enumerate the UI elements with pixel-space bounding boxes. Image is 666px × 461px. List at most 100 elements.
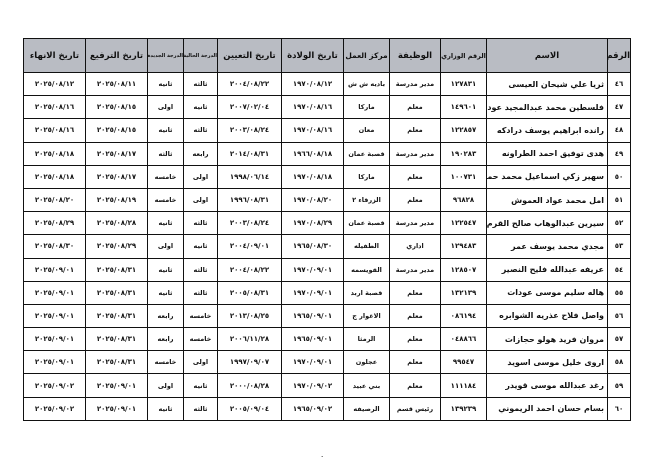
cell-end-date: ٢٠٢٥/٠٩/٠١: [23, 257, 86, 282]
cell-work-center: قصبة عمان: [343, 141, 390, 166]
cell-job: مدير مدرسة: [389, 71, 441, 97]
cell-promotion-date: ٢٠٢٥/٠٨/٣١: [85, 350, 148, 375]
cell-hire-date: ٢٠٠٤/٠٨/٢٢: [217, 257, 282, 282]
cell-ministry-no: ١٣٩٢٣٩: [440, 396, 487, 421]
cell-end-date: ٢٠٢٥/٠٨/٢٠: [23, 187, 86, 213]
cell-work-center: قصبة اربد: [343, 280, 390, 305]
cell-ministry-no: ١٢٨٥٠٧: [440, 257, 487, 282]
header-end-date: تاريخ الانهاء: [23, 38, 86, 73]
table-row: ٦٠ بسام حسان احمد الريموني ١٣٩٢٣٩ رئيس قسم ا…: [23, 396, 631, 421]
cell-job: رئيس قسم: [389, 396, 441, 421]
cell-new-grade: ثانيه: [147, 280, 184, 305]
cell-birth-date: ١٩٧٠/٠٨/١٦: [281, 95, 344, 120]
table-row: ٥٥ هاله سليم موسى عودات ١٣٢١٣٩ معلم قصبة ارب…: [23, 280, 631, 305]
cell-birth-date: ١٩٦٦/٠٨/١٨: [281, 141, 344, 166]
cell-hire-date: ٢٠١٣/٠٨/٢٥: [217, 303, 282, 329]
table-row: ٤٨ رانده ابراهيم يوسف درادكه ١٢٢٨٥٧ معلم معا…: [23, 118, 631, 143]
cell-name: بسام حسان احمد الريموني: [486, 396, 608, 421]
cell-no: ٦٠: [607, 396, 631, 421]
cell-hire-date: ٢٠٠٤/٠٨/٢٢: [217, 71, 282, 97]
cell-hire-date: ١٩٩٦/٠٨/٣١: [217, 187, 282, 213]
cell-name: واصل فلاح عذريه الشوابره: [486, 303, 608, 329]
cell-promotion-date: ٢٠٢٥/٠٨/٢٨: [85, 211, 148, 236]
table-row: ٥٨ اروى خليل موسى اسويد ٩٩٥٤٧ معلم عجلون ١٩٧٠…: [23, 350, 631, 375]
cell-hire-date: ٢٠٠٦/١١/٢٨: [217, 327, 282, 352]
cell-name: سيرين عبدالوهاب صالح القرم: [486, 211, 608, 236]
cell-ministry-no: ١٢٩٤٨٣: [440, 234, 487, 259]
cell-ministry-no: ١٩٠٢٨٣: [440, 141, 487, 166]
cell-name: سهير زكي اسماعيل محمد حمر: [486, 164, 608, 189]
cell-new-grade: ثانيه: [147, 257, 184, 282]
cell-new-grade: ثانيه: [147, 211, 184, 236]
cell-new-grade: خامسه: [147, 350, 184, 375]
cell-current-grade: خامسه: [183, 303, 218, 329]
cell-job: مدير مدرسة: [389, 211, 441, 236]
cell-birth-date: ١٩٧٠/٠٨/١٨: [281, 164, 344, 189]
cell-end-date: ٢٠٢٥/٠٩/٠١: [23, 327, 86, 352]
cell-new-grade: اولى: [147, 373, 184, 398]
cell-promotion-date: ٢٠٢٥/٠٨/١٥: [85, 118, 148, 143]
cell-work-center: بني عبيد: [343, 373, 390, 398]
header-ministry-no: الرقم الوزاري: [440, 38, 487, 73]
cell-end-date: ٢٠٢٥/٠٨/٣٠: [23, 234, 86, 259]
table-row: ٤٩ هدى توفيق احمد الطراونه ١٩٠٢٨٣ مدير مدرس…: [23, 141, 631, 166]
cell-end-date: ٢٠٢٥/٠٩/٠٢: [23, 373, 86, 398]
cell-end-date: ٢٠٢٥/٠٨/٢٩: [23, 211, 86, 236]
cell-name: مروان فريد هولو حجازات: [486, 327, 608, 352]
cell-work-center: عجلون: [343, 350, 390, 375]
cell-job: معلم: [389, 95, 441, 120]
header-job: الوظيفة: [389, 38, 441, 73]
cell-no: ٥٩: [607, 373, 631, 398]
cell-current-grade: اولى: [183, 164, 218, 189]
cell-ministry-no: ٩٩٥٤٧: [440, 350, 487, 375]
header-new-grade: الدرجة الجديدة: [147, 38, 184, 73]
cell-hire-date: ٢٠٠٤/٠٩/٠١: [217, 234, 282, 259]
cell-new-grade: ثانيه: [147, 396, 184, 421]
cell-name: هدى توفيق احمد الطراونه: [486, 141, 608, 166]
cell-work-center: القويسمه: [343, 257, 390, 282]
table-row: ٥٦ واصل فلاح عذريه الشوابره ٠٨٦١٩٤ معلم الاغ…: [23, 303, 631, 329]
cell-new-grade: خامسه: [147, 164, 184, 189]
cell-promotion-date: ٢٠٢٥/٠٨/١٧: [85, 141, 148, 166]
cell-current-grade: رابعه: [183, 141, 218, 166]
cell-end-date: ٢٠٢٥/٠٩/٠١: [23, 350, 86, 375]
header-hire-date: تاريخ التعيين: [217, 38, 282, 73]
cell-promotion-date: ٢٠٢٥/٠٩/٠١: [85, 396, 148, 421]
cell-current-grade: اولى: [183, 350, 218, 375]
cell-name: امل محمد عواد العموش: [486, 187, 608, 213]
cell-new-grade: اولى: [147, 95, 184, 120]
cell-ministry-no: ١٣٢١٣٩: [440, 280, 487, 305]
header-no: الرقم: [607, 38, 631, 73]
cell-end-date: ٢٠٢٥/٠٩/٠١: [23, 303, 86, 329]
cell-hire-date: ٢٠٠٥/٠٩/٠٤: [217, 396, 282, 421]
cell-ministry-no: ٠٤٨٨٦٦: [440, 327, 487, 352]
cell-new-grade: ثالثه: [147, 141, 184, 166]
cell-end-date: ٢٠٢٥/٠٩/٠١: [23, 280, 86, 305]
cell-work-center: باديه ش ش: [343, 71, 390, 97]
cell-current-grade: ثالثه: [183, 211, 218, 236]
cell-work-center: ماركا: [343, 95, 390, 120]
cell-hire-date: ٢٠٠٠/٠٨/٢٨: [217, 373, 282, 398]
header-birth-date: تاريخ الولادة: [281, 38, 344, 73]
cell-current-grade: ثالثه: [183, 396, 218, 421]
cell-ministry-no: ١٠٠٧٣١: [440, 164, 487, 189]
header-name: الاسم: [486, 38, 608, 73]
cell-new-grade: اولى: [147, 234, 184, 259]
cell-new-grade: رابعه: [147, 327, 184, 352]
cell-promotion-date: ٢٠٢٥/٠٨/١٧: [85, 164, 148, 189]
cell-birth-date: ١٩٦٥/٠٩/٠٢: [281, 396, 344, 421]
cell-no: ٥٨: [607, 350, 631, 375]
cell-new-grade: خامسه: [147, 187, 184, 213]
cell-job: اداري: [389, 234, 441, 259]
cell-birth-date: ١٩٦٥/٠٩/٠١: [281, 303, 344, 329]
cell-current-grade: ثانيه: [183, 95, 218, 120]
cell-promotion-date: ٢٠٢٥/٠٨/٢٩: [85, 234, 148, 259]
cell-new-grade: ثانيه: [147, 118, 184, 143]
cell-current-grade: ثالثه: [183, 118, 218, 143]
cell-promotion-date: ٢٠٢٥/٠٨/١٥: [85, 95, 148, 120]
cell-work-center: الاغوار ج: [343, 303, 390, 329]
cell-hire-date: ٢٠١٤/٠٨/٣١: [217, 141, 282, 166]
cell-ministry-no: ٠٨٦١٩٤: [440, 303, 487, 329]
cell-end-date: ٢٠٢٥/٠٨/١٦: [23, 118, 86, 143]
cell-end-date: ٢٠٢٥/٠٩/٠٢: [23, 396, 86, 421]
